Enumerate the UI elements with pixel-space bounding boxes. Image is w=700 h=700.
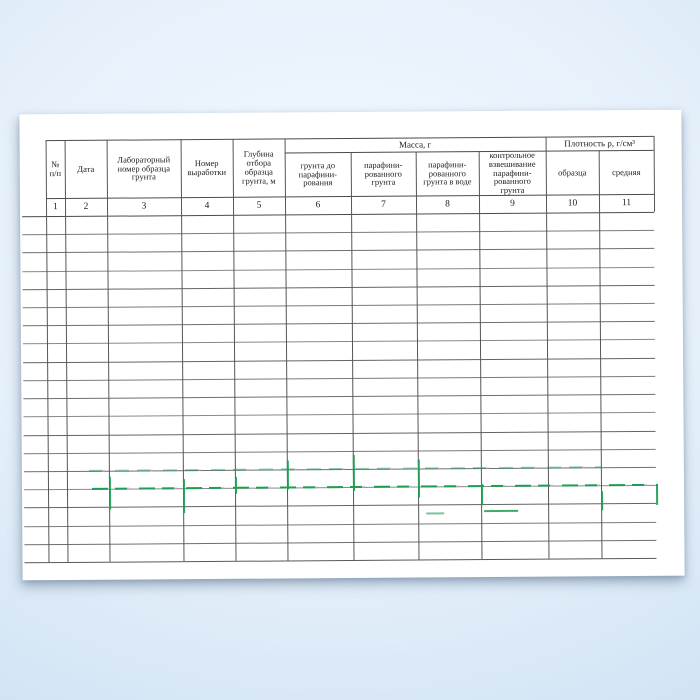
table-row-line: [22, 302, 655, 309]
table-column-line: [232, 138, 237, 561]
green-artifact-tick: [601, 491, 604, 511]
table-row-line: [23, 393, 656, 400]
table-row-line: [23, 430, 656, 437]
table-row-line: [24, 539, 657, 546]
table-row-line: [24, 557, 657, 564]
green-artifact-tick: [108, 476, 112, 510]
green-artifact-dash: [426, 512, 445, 515]
table-column-line: [653, 135, 656, 212]
green-artifact-tick: [352, 454, 356, 491]
table-row-line: [23, 375, 656, 382]
table-row-line: [23, 411, 656, 418]
table-column-line: [64, 139, 69, 562]
green-artifact-dash: [484, 509, 519, 513]
table-row-line: [22, 266, 655, 273]
table-row-line: [24, 521, 657, 528]
green-artifact-tick: [286, 460, 290, 490]
table-column-line: [545, 136, 550, 559]
table-column-line: [284, 138, 289, 561]
green-artifact-tick: [480, 484, 484, 506]
table-row-line: [22, 284, 655, 291]
green-artifact-tick: [417, 459, 421, 498]
table-row-line: [24, 502, 657, 509]
table-grid: [19, 110, 684, 581]
table-column-line: [45, 140, 50, 563]
green-artifact-line: [91, 483, 658, 490]
table-row-line: [23, 357, 656, 364]
table-row-line: [22, 338, 655, 345]
green-artifact-line: [88, 466, 602, 472]
table-row-line: [23, 448, 656, 455]
table-row-line: [22, 211, 655, 218]
table-row-line: [22, 247, 655, 254]
table-row-line: [45, 135, 654, 142]
green-artifact-tick: [234, 476, 238, 494]
green-artifact-tick: [182, 479, 186, 514]
table-row-line: [22, 229, 655, 236]
green-artifact-tick: [655, 484, 659, 505]
table-row-line: [22, 320, 655, 327]
document-sheet: Масса, г Плотность ρ, г/см³ № п/п Дата Л…: [19, 109, 685, 581]
